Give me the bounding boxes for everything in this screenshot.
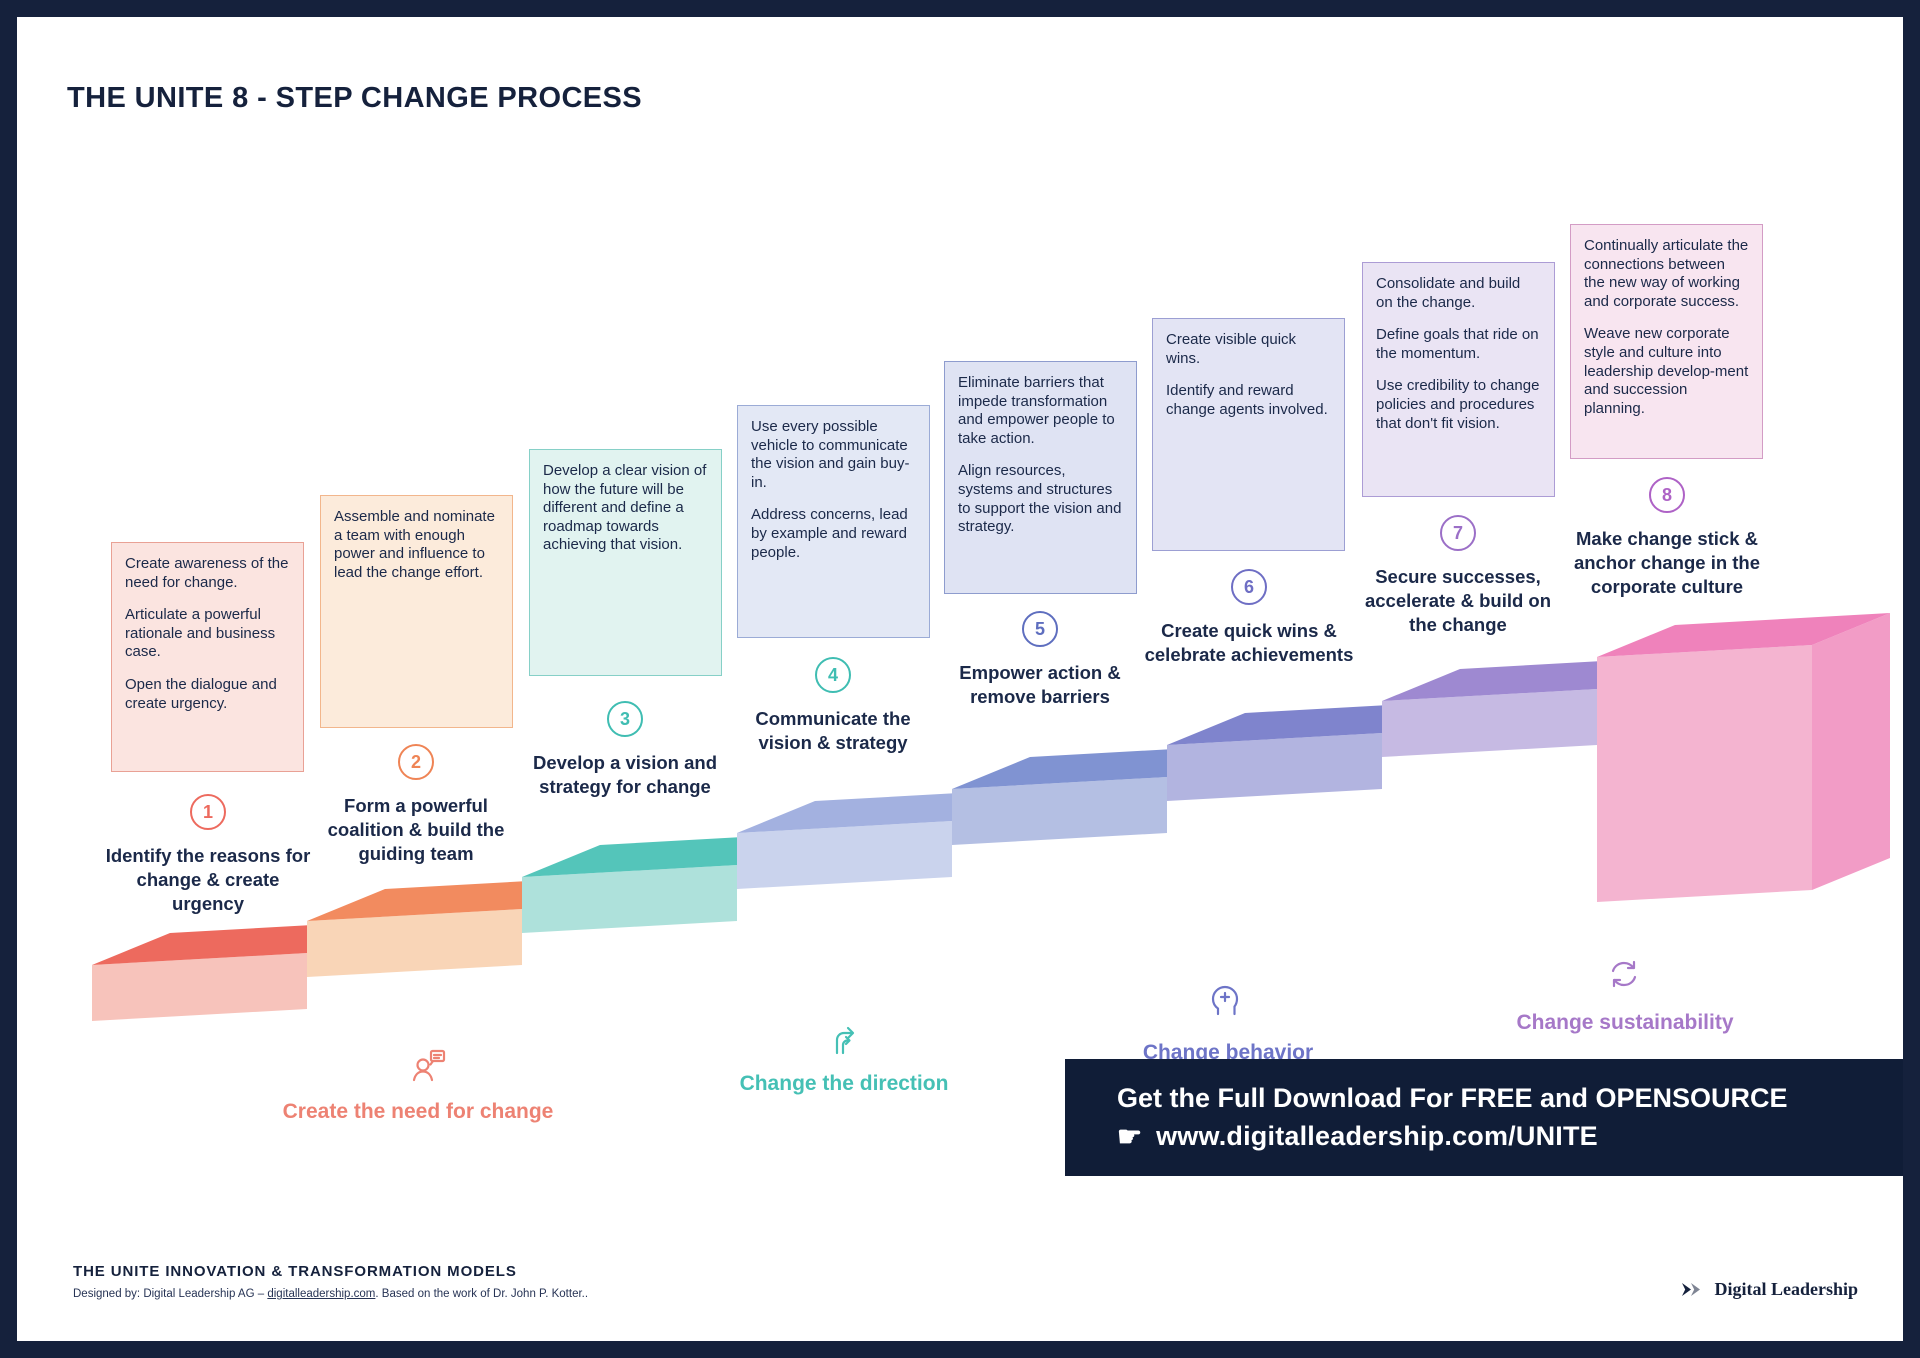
person-speech-icon xyxy=(406,1042,452,1088)
banner-headline: Get the Full Download For FREE and OPENS… xyxy=(1117,1083,1788,1113)
step-paragraph: Use credibility to change policies and p… xyxy=(1376,377,1540,432)
step-card-7: Consolidate and build on the change. Def… xyxy=(1362,262,1555,497)
footer-byline: Designed by: Digital Leadership AG – dig… xyxy=(73,1288,588,1300)
phase-label-change-behavior: Change behavior xyxy=(1142,1041,1314,1064)
step-paragraph: Identify and reward change agents involv… xyxy=(1166,382,1328,418)
download-banner: Get the Full Download For FREE and OPENS… xyxy=(1065,1059,1903,1176)
step-paragraph: Align resources, systems and structures … xyxy=(958,462,1122,536)
step-card-2: Assemble and nominate a team with enough… xyxy=(320,495,513,728)
step-paragraph: Use every possible vehicle to communicat… xyxy=(751,418,910,491)
phase-label-create-need: Create the need for change xyxy=(282,1100,554,1123)
step-number-badge-3: 3 xyxy=(607,701,643,737)
step-title-6: Create quick wins & celebrate achievemen… xyxy=(1144,620,1354,666)
step-number-badge-2: 2 xyxy=(398,744,434,780)
step-paragraph: Articulate a powerful rationale and busi… xyxy=(125,606,276,661)
step-card-8: Continually articulate the connections b… xyxy=(1570,224,1763,459)
byline-prefix: Designed by: Digital Leadership AG – xyxy=(73,1288,268,1300)
digitalleadership-link[interactable]: digitalleadership.com xyxy=(267,1288,376,1300)
step-title-2: Form a powerful coalition & build the gu… xyxy=(327,795,505,865)
step-number-badge-8: 8 xyxy=(1649,477,1685,513)
logo-text: Digital Leadership xyxy=(1714,1279,1858,1299)
step-card-5: Eliminate barriers that impede transform… xyxy=(944,361,1137,594)
pointing-hand-icon: ☛ xyxy=(1117,1120,1143,1152)
step-paragraph: Eliminate barriers that impede transform… xyxy=(958,374,1115,447)
phase-label-change-sustainability: Change sustainability xyxy=(1516,1011,1734,1034)
step-paragraph: Address concerns, lead by example and re… xyxy=(751,506,908,561)
cycle-arrows-icon xyxy=(1601,951,1647,997)
head-plus-icon xyxy=(1203,977,1249,1023)
step-title-1: Identify the reasons for change & create… xyxy=(105,845,311,915)
banner-url[interactable]: www.digitalleadership.com/UNITE xyxy=(1156,1121,1598,1151)
footer-heading: THE UNITE INNOVATION & TRANSFORMATION MO… xyxy=(73,1263,517,1280)
step-number-badge-4: 4 xyxy=(815,657,851,693)
step-number-badge-7: 7 xyxy=(1440,515,1476,551)
step-paragraph: Assemble and nominate a team with enough… xyxy=(334,508,495,581)
digital-leadership-logo-icon xyxy=(1682,1283,1701,1296)
step-number-badge-6: 6 xyxy=(1231,569,1267,605)
step-number-badge-1: 1 xyxy=(190,794,226,830)
step-paragraph: Weave new corporate style and culture in… xyxy=(1584,325,1749,417)
step-title-4: Communicate the vision & strategy xyxy=(755,708,911,754)
step-title-3: Develop a vision and strategy for change xyxy=(532,752,718,798)
step-paragraph: Continually articulate the connections b… xyxy=(1584,237,1749,310)
step-paragraph: Open the dialogue and create urgency. xyxy=(125,675,277,712)
byline-suffix: . Based on the work of Dr. John P. Kotte… xyxy=(375,1288,589,1300)
step-card-1: Create awareness of the need for change.… xyxy=(111,542,304,772)
step-card-4: Use every possible vehicle to communicat… xyxy=(737,405,930,638)
step-paragraph: Consolidate and build on the change. xyxy=(1376,275,1521,311)
step-number-badge-5: 5 xyxy=(1022,611,1058,647)
page-title: THE UNITE 8 - STEP CHANGE PROCESS xyxy=(67,82,643,114)
step-paragraph: Develop a clear vision of how the future… xyxy=(543,462,707,554)
step-paragraph: Create awareness of the need for change. xyxy=(125,555,289,591)
digital-leadership-logo: Digital Leadership xyxy=(1681,1279,1858,1300)
banner-url-line: ☛ www.digitalleadership.com/UNITE xyxy=(1117,1121,1903,1152)
step-card-6: Create visible quick wins. Identify and … xyxy=(1152,318,1345,551)
step-title-8: Make change stick & anchor change in the… xyxy=(1573,528,1761,598)
step-paragraph: Define goals that ride on the momentum. xyxy=(1376,326,1539,362)
direction-arrows-icon xyxy=(820,1015,866,1061)
step-paragraph: Create visible quick wins. xyxy=(1166,331,1297,367)
step-title-7: Secure successes, accelerate & build on … xyxy=(1364,566,1552,636)
step-title-5: Empower action & remove barriers xyxy=(959,662,1121,708)
phase-label-change-direction: Change the direction xyxy=(739,1072,949,1095)
step-card-3: Develop a clear vision of how the future… xyxy=(529,449,722,676)
